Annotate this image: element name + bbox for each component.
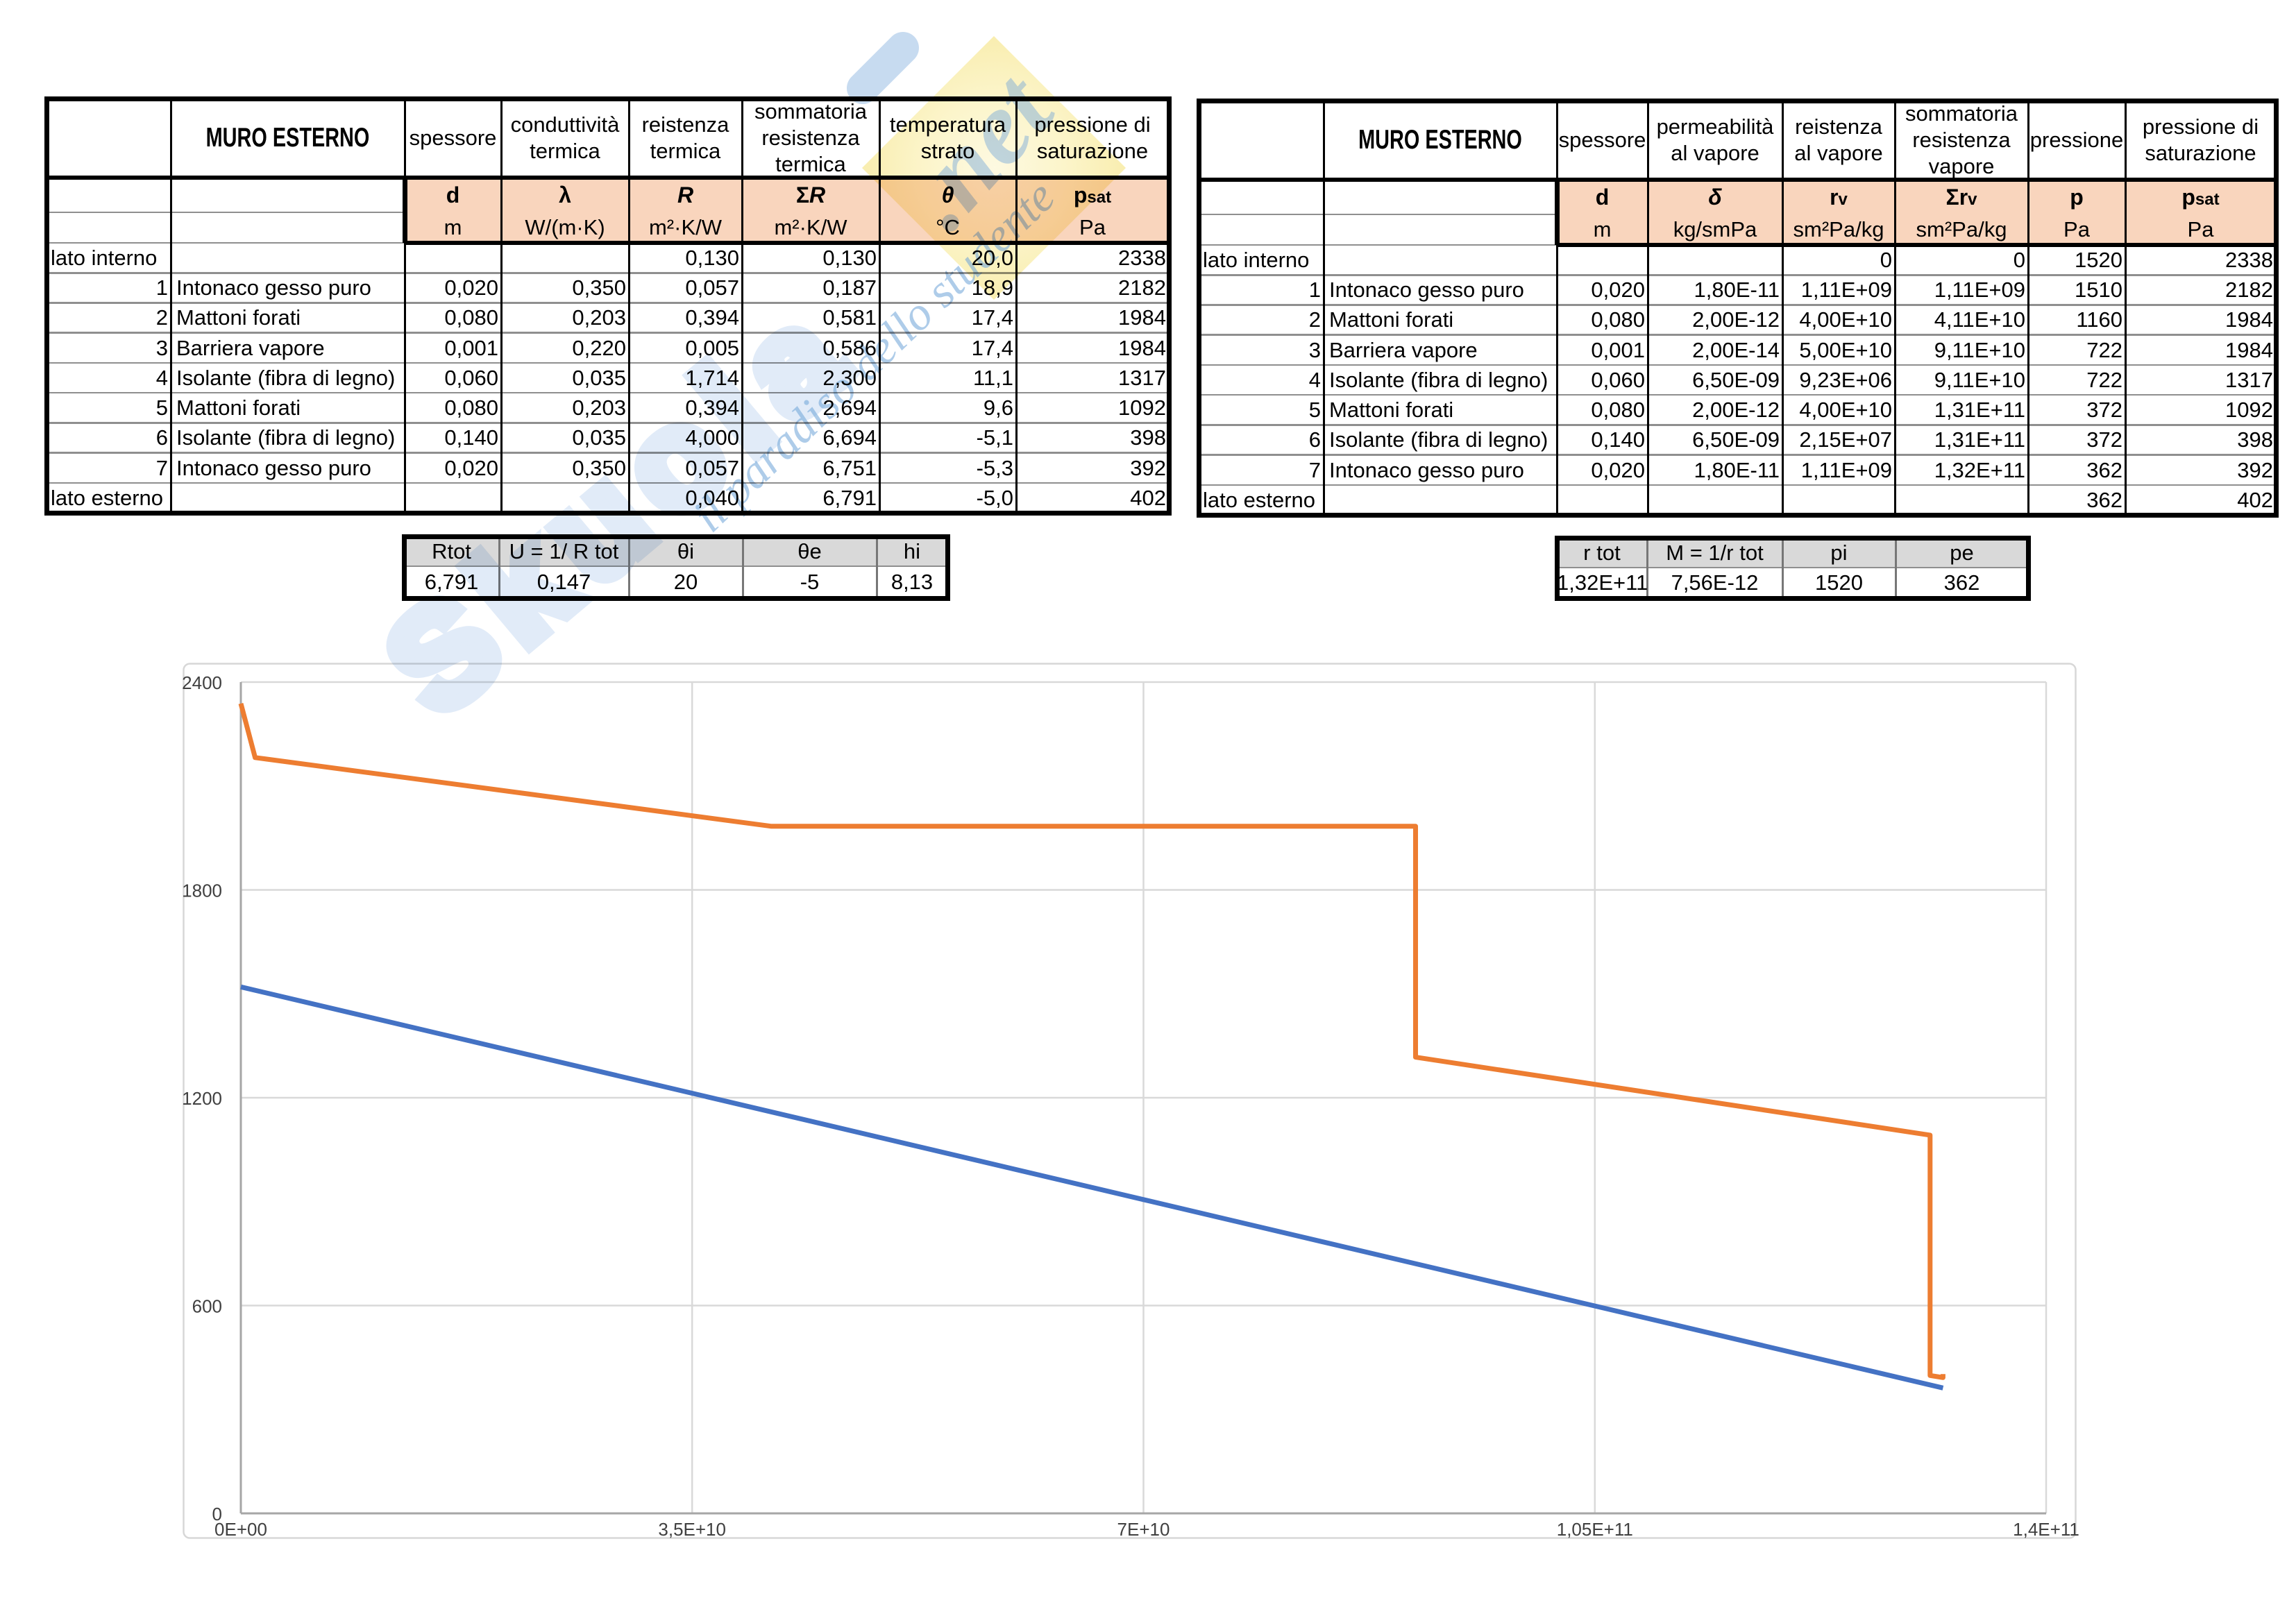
svg-text:2400: 2400 xyxy=(182,672,222,693)
svg-text:0E+00: 0E+00 xyxy=(214,1519,267,1540)
svg-text:1800: 1800 xyxy=(182,881,222,901)
svg-text:0: 0 xyxy=(212,1504,222,1524)
svg-text:7E+10: 7E+10 xyxy=(1117,1519,1170,1540)
svg-text:600: 600 xyxy=(192,1296,222,1317)
svg-text:1,4E+11: 1,4E+11 xyxy=(2013,1519,2079,1540)
svg-text:1,05E+11: 1,05E+11 xyxy=(1557,1519,1633,1540)
svg-text:3,5E+10: 3,5E+10 xyxy=(658,1519,726,1540)
svg-text:1200: 1200 xyxy=(182,1088,222,1109)
